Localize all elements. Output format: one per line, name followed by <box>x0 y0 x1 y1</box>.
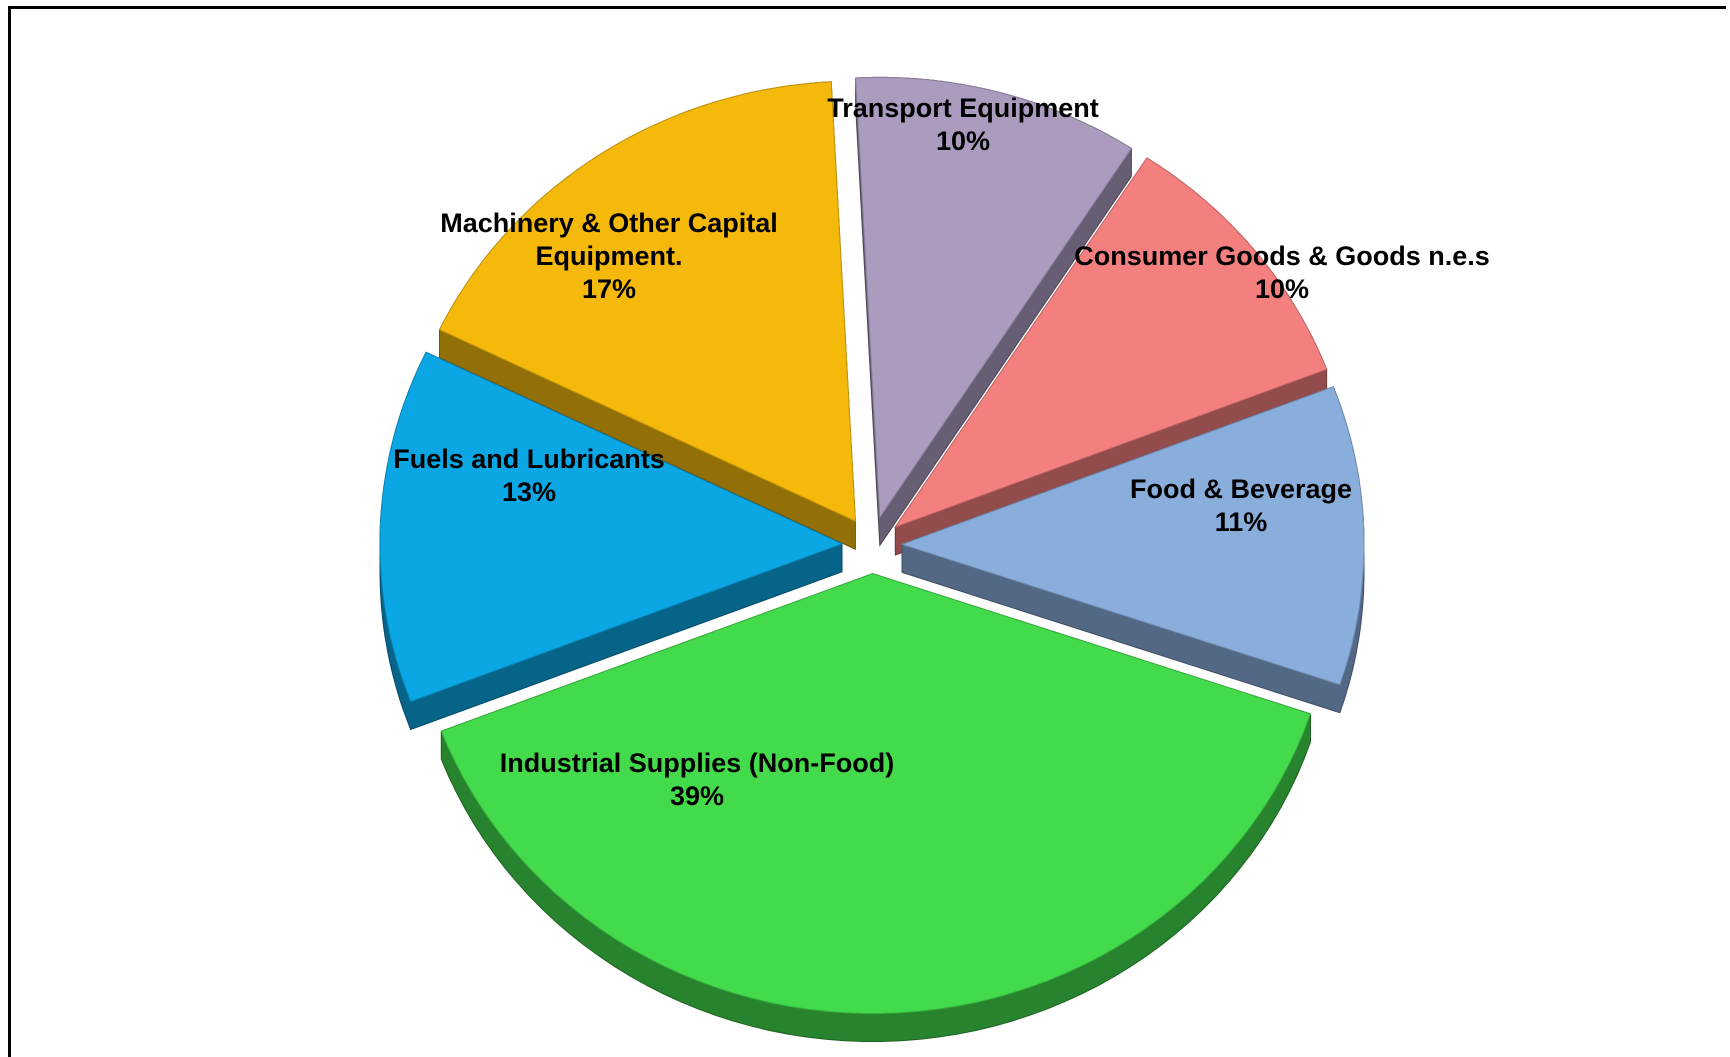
slice <box>379 351 844 731</box>
slice <box>855 76 1133 547</box>
slice-top <box>438 81 856 523</box>
slice-label: Industrial Supplies (Non-Food) 39% <box>467 747 927 813</box>
slice <box>440 573 1312 1042</box>
category-name: Consumer Goods & Goods n.e.s <box>1074 241 1490 271</box>
category-name: Transport Equipment <box>827 93 1099 123</box>
slice <box>900 386 1365 714</box>
chart-frame <box>8 6 1726 1057</box>
slice <box>894 157 1328 556</box>
slice-label: Fuels and Lubricants 13% <box>299 443 759 509</box>
slice-label: Food & Beverage 11% <box>1011 473 1471 539</box>
category-name: Food & Beverage <box>1129 474 1353 504</box>
category-name: Machinery & Other Capital Equipment. <box>440 208 778 271</box>
percent-label: 17% <box>581 274 637 304</box>
slice-label: Machinery & Other Capital Equipment. 17% <box>424 207 794 306</box>
category-name: Industrial Supplies (Non-Food) <box>499 748 895 778</box>
slice-label: Consumer Goods & Goods n.e.s 10% <box>1052 240 1512 306</box>
slice-label: Transport Equipment 10% <box>733 92 1193 158</box>
percent-label: 10% <box>1254 274 1310 304</box>
slice <box>438 81 856 550</box>
percent-label: 13% <box>501 477 557 507</box>
category-name: Fuels and Lubricants <box>393 444 665 474</box>
slice-top <box>900 386 1365 686</box>
percent-label: 39% <box>669 781 725 811</box>
percent-label: 10% <box>935 126 991 156</box>
slice-top <box>440 573 1312 1014</box>
slice-top <box>855 76 1133 519</box>
slice-top <box>894 157 1328 529</box>
slice-top <box>379 351 844 703</box>
percent-label: 11% <box>1214 507 1268 537</box>
